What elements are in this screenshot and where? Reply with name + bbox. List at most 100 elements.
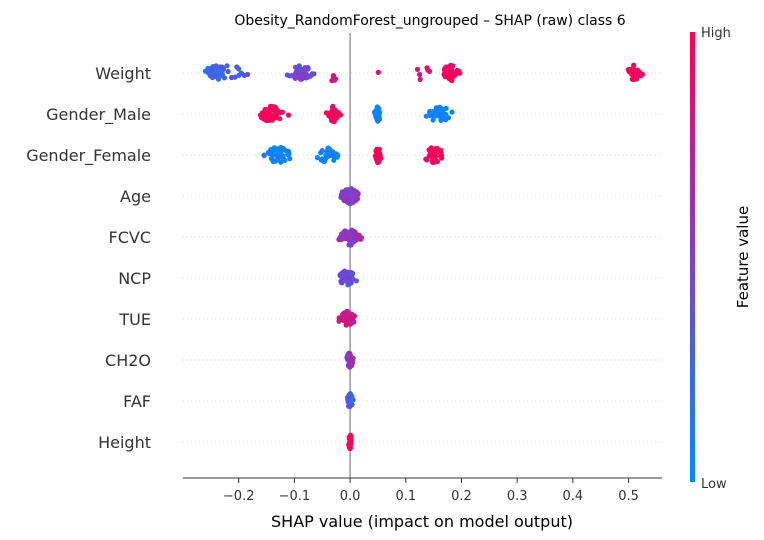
shap-point-gender_female	[274, 147, 280, 154]
x-tick-label: 0.1	[395, 489, 416, 504]
shap-point-gender_female	[282, 157, 288, 163]
shap-point-ncp	[345, 281, 351, 288]
shap-point-fcvc	[348, 242, 354, 248]
shap-point-weight	[215, 74, 221, 80]
shap-point-gender_male	[266, 109, 272, 116]
x-tick-label: 0.3	[507, 489, 528, 504]
shap-point-age	[351, 192, 357, 198]
shap-point-weight	[375, 69, 381, 75]
shap-point-weight	[209, 65, 215, 71]
shap-point-weight	[241, 72, 247, 78]
shap-point-gender_male	[325, 110, 331, 116]
shap-point-gender_female	[428, 153, 434, 159]
shap-point-weight	[293, 75, 299, 81]
shap-point-gender_male	[335, 110, 341, 116]
colorbar-low-label: Low	[701, 477, 727, 492]
colorbar-high-label: High	[701, 26, 731, 41]
shap-point-gender_male	[330, 105, 336, 111]
shap-point-gender_male	[375, 117, 381, 123]
x-tick-label: −0.1	[279, 489, 311, 504]
shap-point-height	[346, 434, 352, 440]
shap-point-gender_female	[434, 145, 440, 151]
shap-point-gender_male	[279, 109, 285, 115]
shap-point-ch2o	[346, 362, 352, 368]
shap-point-gender_female	[330, 153, 336, 159]
shap-point-ncp	[347, 276, 353, 282]
shap-point-gender_male	[268, 106, 274, 112]
shap-point-fcvc	[337, 234, 343, 240]
shap-point-weight	[307, 73, 313, 79]
x-tick-label: 0.4	[563, 489, 584, 504]
x-tick-label: 0.5	[618, 489, 639, 504]
shap-point-fcvc	[357, 234, 363, 240]
shap-point-weight	[443, 73, 449, 79]
shap-point-ncp	[341, 268, 347, 274]
x-tick-label: 0.0	[340, 489, 361, 504]
shap-point-gender_female	[319, 156, 326, 162]
shap-point-gender_female	[319, 148, 325, 154]
chart-title: Obesity_RandomForest_ungrouped – SHAP (r…	[234, 13, 625, 29]
shap-point-gender_male	[277, 116, 283, 122]
shap-point-weight	[333, 76, 339, 82]
shap-point-weight	[631, 76, 637, 83]
shap-point-weight	[456, 68, 462, 74]
shap-point-weight	[299, 70, 305, 76]
shap-point-gender_female	[278, 159, 284, 165]
shap-point-weight	[417, 76, 423, 82]
shap-point-weight	[219, 69, 225, 75]
shap-point-fcvc	[352, 229, 358, 235]
shap-point-gender_female	[276, 155, 282, 161]
shap-point-height	[347, 445, 353, 451]
shap-point-gender_female	[426, 147, 432, 153]
shap-point-gender_female	[335, 152, 341, 158]
shap-point-gender_male	[423, 113, 429, 119]
shap-point-age	[354, 196, 361, 202]
shap-point-gender_male	[329, 118, 335, 124]
colorbar-title: Feature value	[734, 206, 752, 308]
feature-label-fcvc: FCVC	[109, 228, 152, 247]
shap-points	[202, 62, 646, 451]
feature-label-weight: Weight	[95, 64, 151, 83]
shap-point-weight	[449, 67, 455, 73]
feature-labels: Weight Gender_Male Gender_Female Age FCVC NCP…	[26, 64, 151, 452]
shap-point-gender_female	[261, 153, 267, 159]
shap-point-gender_female	[270, 148, 276, 154]
feature-label-age: Age	[120, 187, 151, 206]
shap-point-weight	[225, 68, 231, 75]
colorbar-gradient	[690, 32, 695, 482]
shap-point-gender_male	[331, 111, 337, 118]
shap-point-weight	[634, 72, 640, 78]
shap-point-tue	[336, 315, 342, 321]
shap-point-gender_female	[287, 156, 293, 162]
feature-label-faf: FAF	[123, 392, 151, 411]
shap-point-weight	[297, 76, 304, 82]
shap-point-gender_male	[376, 112, 382, 118]
shap-point-gender_male	[429, 112, 435, 118]
shap-point-gender_female	[376, 158, 382, 164]
shap-point-gender_male	[285, 112, 292, 118]
shap-point-weight	[219, 64, 225, 70]
colorbar: High Low Feature value	[690, 26, 752, 492]
feature-label-gender_male: Gender_Male	[46, 105, 151, 125]
x-tick-label: −0.2	[223, 489, 255, 504]
shap-point-gender_female	[325, 146, 331, 152]
shap-point-ncp	[338, 278, 344, 284]
shap-point-gender_female	[280, 153, 286, 159]
shap-point-weight	[444, 67, 450, 73]
shap-point-tue	[346, 310, 352, 316]
shap-point-gender_male	[449, 109, 455, 115]
shap-point-gender_male	[436, 104, 442, 110]
shap-point-gender_female	[314, 155, 320, 161]
x-tick-label: 0.2	[451, 489, 472, 504]
shap-point-gender_female	[272, 152, 278, 158]
feature-gridlines	[183, 72, 662, 443]
shap-point-weight	[234, 64, 240, 70]
shap-point-gender_female	[273, 158, 279, 164]
shap-point-weight	[232, 74, 238, 80]
shap-point-weight	[448, 62, 454, 68]
shap-point-gender_female	[423, 156, 429, 162]
shap-point-ncp	[348, 270, 354, 276]
shap-point-ncp	[353, 278, 359, 284]
shap-point-gender_female	[326, 153, 332, 159]
shap-point-gender_female	[433, 158, 439, 165]
